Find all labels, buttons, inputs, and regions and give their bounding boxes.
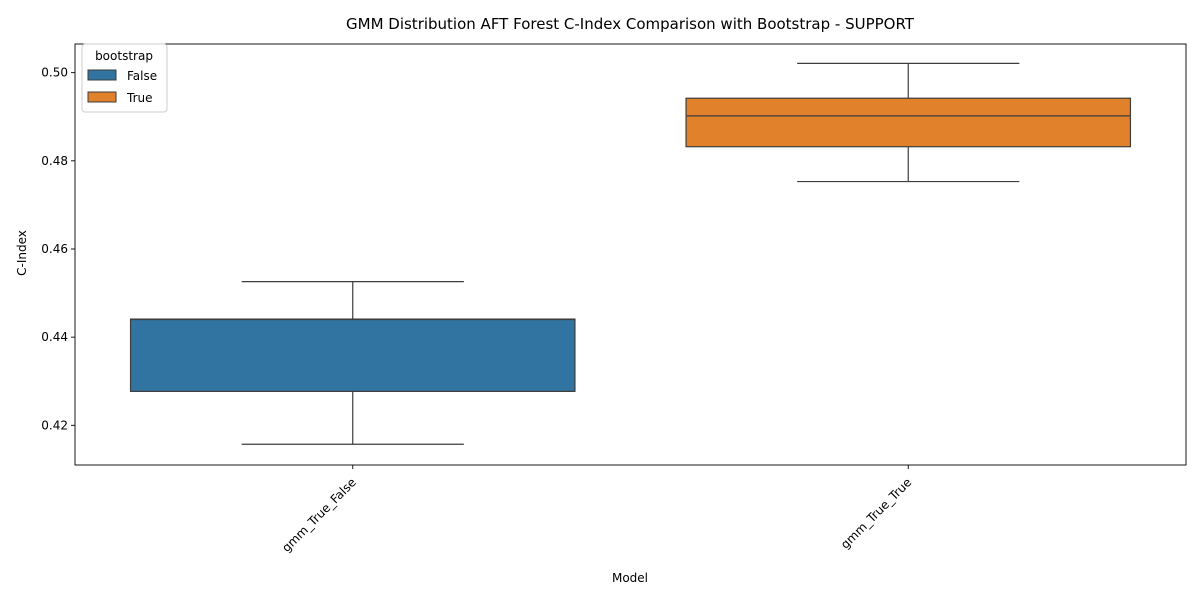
y-axis-label: C-Index [15,230,29,276]
chart-title: GMM Distribution AFT Forest C-Index Comp… [346,15,915,33]
legend-swatch-false [87,69,117,81]
y-tick-label: 0.46 [41,242,68,256]
x-axis-label: Model [612,571,648,585]
y-tick-label: 0.44 [41,330,68,344]
legend-swatch-true [87,91,117,103]
y-tick-label: 0.42 [41,418,68,432]
box-true [685,97,1132,148]
plot-area: 0.42 0.44 0.46 0.48 0.50 gmm_True_False gmm_Tr… [41,43,1187,555]
legend: bootstrap False True [81,43,168,113]
legend-label-true: True [126,91,153,105]
y-tick-label: 0.50 [41,66,68,80]
box-false [129,318,576,392]
y-tick-label: 0.48 [41,154,68,168]
plot-frame [74,43,1187,466]
x-tick-label: gmm_True_False [279,475,359,555]
legend-title: bootstrap [95,49,153,63]
x-tick-label: gmm_True_True [838,475,914,551]
legend-label-false: False [127,69,157,83]
